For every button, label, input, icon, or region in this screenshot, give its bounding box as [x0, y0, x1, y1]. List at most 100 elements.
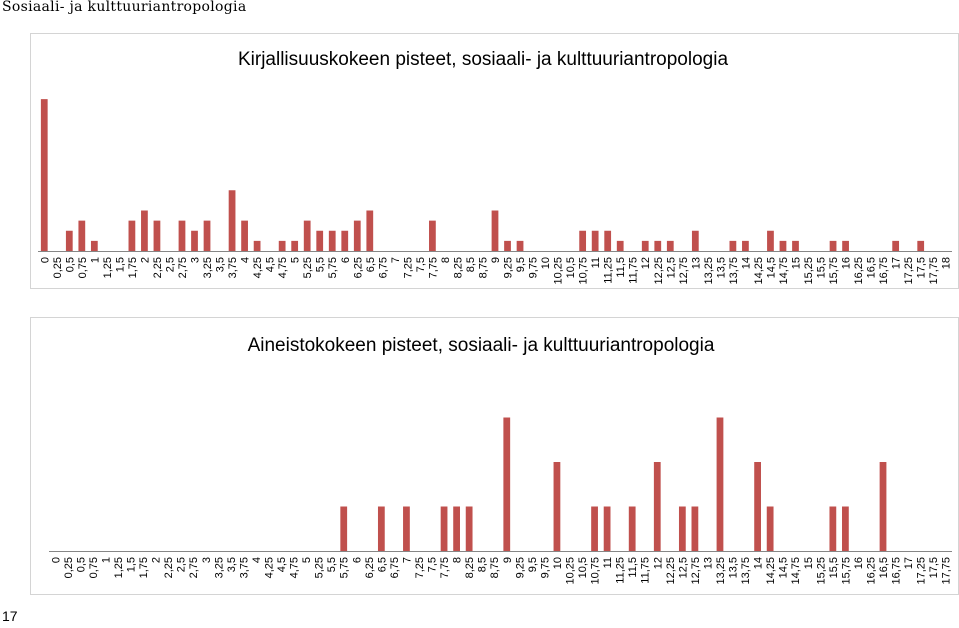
material-exam-chart: Aineistokokeen pisteet, sosiaali- ja kul…	[30, 317, 959, 595]
material-bar	[716, 417, 724, 551]
literature-x-tick-label: 6,25	[352, 257, 364, 278]
literature-bar	[892, 240, 900, 251]
material-x-tick-label: 16,5	[878, 557, 890, 578]
literature-x-tick-label: 7,75	[427, 257, 439, 278]
material-x-tick-label: 5,25	[314, 557, 326, 578]
literature-bar	[729, 240, 737, 251]
literature-bar	[829, 240, 837, 251]
literature-x-tick-label: 8,5	[465, 257, 477, 272]
literature-x-tick-label: 17,75	[928, 257, 940, 285]
material-x-tick-label: 3,25	[213, 557, 225, 578]
literature-bar	[504, 240, 511, 251]
literature-x-tick-label: 15,5	[816, 257, 828, 278]
material-bar	[879, 462, 887, 551]
literature-bar	[591, 230, 599, 251]
material-bar	[440, 506, 448, 551]
literature-x-tick-label: 11,75	[628, 257, 640, 284]
literature-x-tick-label: 3,25	[202, 257, 214, 278]
literature-x-tick-label: 3,75	[227, 257, 239, 278]
material-x-tick-label: 6,5	[376, 557, 388, 572]
literature-x-tick-label: 10,25	[553, 257, 565, 285]
literature-bar	[78, 220, 86, 251]
material-x-tick-label: 14,5	[778, 557, 790, 578]
material-x-tick-label: 0,25	[63, 557, 75, 578]
literature-x-tick-label: 11,5	[615, 257, 627, 278]
material-x-tick-label: 7,25	[414, 557, 426, 578]
literature-x-tick-label: 11,25	[603, 257, 615, 284]
literature-bar	[917, 240, 925, 251]
material-bar	[503, 417, 511, 551]
material-x-tick-label: 6	[351, 557, 363, 563]
literature-bar	[228, 190, 236, 251]
material-x-tick-label: 0,75	[88, 557, 100, 578]
literature-x-tick-label: 17,5	[916, 257, 928, 278]
literature-x-tick-label: 17	[891, 257, 903, 269]
literature-x-tick-label: 10	[540, 257, 552, 269]
material-x-tick-label: 6,25	[364, 557, 376, 578]
material-x-tick-label: 3	[201, 557, 213, 563]
literature-x-tick-label: 13,5	[715, 257, 727, 278]
material-x-tick-label: 13,5	[728, 557, 740, 578]
literature-bar	[666, 240, 674, 251]
literature-x-tick-label: 3	[190, 257, 202, 263]
literature-x-tick-label: 9,25	[503, 257, 515, 278]
material-bar	[403, 506, 410, 551]
material-x-tick-label: 8,25	[464, 557, 476, 578]
material-chart-title: Aineistokokeen pisteet, sosiaali- ja kul…	[248, 335, 715, 356]
material-x-tick-label: 4	[251, 557, 263, 563]
material-bar	[553, 462, 561, 551]
material-x-tick-label: 9,25	[514, 557, 526, 578]
literature-bar	[253, 240, 261, 251]
literature-x-tick-label: 7,25	[402, 257, 414, 278]
literature-x-tick-label: 9	[490, 257, 502, 263]
literature-bar	[779, 240, 787, 251]
literature-bar	[366, 210, 374, 251]
literature-x-tick-label: 4,25	[252, 257, 264, 278]
literature-bar	[191, 230, 198, 251]
literature-exam-chart-svg: Kirjallisuuskokeen pisteet, sosiaali- ja…	[38, 49, 953, 285]
material-x-tick-label: 16	[853, 557, 865, 569]
literature-x-tick-label: 4	[240, 257, 252, 263]
literature-x-tick-label: 4,75	[277, 257, 289, 278]
literature-x-tick-label: 10,5	[565, 257, 577, 278]
literature-x-tick-label: 12,5	[665, 257, 677, 278]
material-x-tick-label: 17,5	[928, 557, 940, 578]
literature-x-tick-label: 16	[841, 257, 853, 269]
literature-bar	[178, 220, 186, 251]
material-x-tick-label: 2,5	[176, 557, 188, 572]
material-bar	[678, 506, 686, 551]
material-x-tick-label: 0	[50, 557, 62, 563]
literature-x-tick-label: 7,5	[415, 257, 427, 272]
material-x-tick-label: 8,5	[477, 557, 489, 572]
page-number: 17	[2, 608, 18, 624]
material-x-tick-label: 15,25	[815, 557, 827, 585]
literature-bar	[691, 230, 699, 251]
literature-x-tick-label: 18	[941, 257, 953, 269]
literature-x-tick-label: 3,5	[215, 257, 227, 272]
literature-x-tick-label: 8,75	[477, 257, 489, 278]
literature-x-tick-label: 5	[290, 257, 302, 263]
literature-bar	[579, 230, 587, 251]
material-x-tick-label: 2	[151, 557, 163, 563]
material-x-tick-label: 13	[702, 557, 714, 569]
material-x-tick-label: 11,75	[640, 557, 652, 584]
literature-x-tick-label: 17,25	[903, 257, 915, 285]
literature-x-tick-label: 0,5	[64, 257, 76, 272]
material-x-tick-label: 17,25	[916, 557, 928, 585]
material-bar	[653, 462, 661, 551]
literature-x-tick-label: 1	[89, 257, 101, 263]
literature-bar	[40, 99, 48, 251]
material-x-tick-label: 11	[602, 557, 614, 568]
literature-x-tick-label: 1,75	[127, 257, 139, 278]
material-x-tick-label: 15,5	[828, 557, 840, 578]
literature-x-tick-label: 16,25	[853, 257, 865, 285]
material-bar	[691, 506, 699, 551]
literature-bar	[491, 210, 499, 251]
material-bar	[842, 506, 849, 551]
material-x-tick-label: 8,75	[489, 557, 501, 578]
page-title: Sosiaali- ja kulttuuriantropologia	[2, 0, 247, 15]
material-x-tick-label: 7,5	[427, 557, 439, 572]
material-x-tick-label: 1,75	[138, 557, 150, 578]
literature-exam-chart: Kirjallisuuskokeen pisteet, sosiaali- ja…	[30, 33, 959, 289]
material-x-tick-label: 11,5	[627, 557, 639, 578]
